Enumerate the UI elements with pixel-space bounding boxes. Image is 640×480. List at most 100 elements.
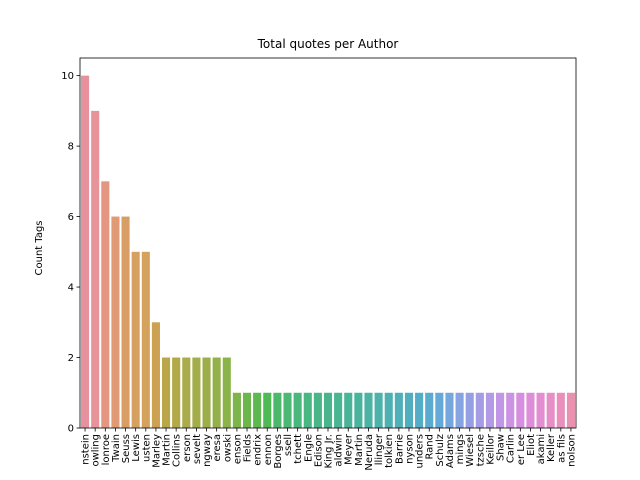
bar (425, 392, 434, 428)
x-tick-label: Engle (303, 434, 314, 462)
x-tick-label: ngway (202, 434, 213, 467)
chart-title: Total quotes per Author (257, 37, 399, 51)
y-tick-label: 4 (68, 283, 74, 294)
bar (273, 392, 282, 428)
x-tick-label: nstein (81, 434, 92, 465)
x-tick-label: as fils (556, 434, 567, 463)
x-tick-label: owling (91, 434, 102, 467)
x-tick-label: eresa (212, 434, 223, 462)
bar (172, 357, 181, 428)
y-tick-label: 2 (68, 353, 74, 364)
x-tick-label: Schulz (435, 434, 446, 467)
bar (536, 392, 545, 428)
bar (475, 392, 484, 428)
x-tick-label: owski (222, 434, 233, 462)
x-tick-label: ennon (263, 434, 274, 465)
bar (435, 392, 444, 428)
bar (212, 357, 221, 428)
bar (253, 392, 262, 428)
bar (455, 392, 464, 428)
bar (384, 392, 393, 428)
y-axis: 0 2 4 6 8 10 (61, 71, 80, 435)
x-tick-label: sevelt (192, 434, 203, 464)
bar (506, 392, 515, 428)
bar (374, 392, 383, 428)
x-tick-label: tzsche (475, 434, 486, 466)
bar (192, 357, 201, 428)
x-tick-label: Lewis (131, 434, 142, 462)
bar (263, 392, 272, 428)
x-tick-label: Barrie (394, 434, 405, 464)
x-tick-label: Shaw (496, 434, 507, 461)
x-tick-label: usten (141, 434, 152, 462)
x-tick-label: nyson (404, 434, 415, 464)
bar (81, 75, 90, 429)
x-tick-label: ssell (283, 434, 294, 456)
x-tick-label: Keillor (485, 433, 496, 465)
x-tick-label: lonroe (101, 434, 112, 465)
bar (293, 392, 302, 428)
x-tick-label: King Jr. (324, 434, 335, 469)
bar (566, 392, 575, 428)
bar (232, 392, 241, 428)
bar (151, 322, 160, 428)
bar (354, 392, 363, 428)
bar (394, 392, 403, 428)
bar (313, 392, 322, 428)
x-tick-label: endrix (253, 434, 264, 466)
plot-frame (79, 57, 577, 429)
bar (242, 392, 252, 428)
bar (404, 392, 414, 428)
x-tick-label: Eliot (526, 434, 537, 456)
bar (131, 251, 140, 428)
bar (303, 392, 312, 428)
bar (415, 392, 424, 428)
x-tick-label: Borges (273, 434, 284, 469)
x-tick-label: Meyer (344, 433, 355, 465)
x-tick-label: Wiesel (465, 434, 476, 467)
x-tick-label: er Lee (516, 434, 527, 465)
x-tick-label: Keller (546, 433, 557, 462)
x-tick-label: Twain (111, 434, 122, 463)
bar (111, 216, 120, 428)
bar (141, 251, 150, 428)
bar (546, 392, 555, 428)
bar (496, 392, 505, 428)
bar (101, 181, 110, 428)
x-tick-label: Neruda (364, 434, 375, 471)
x-tick-label: Fields (243, 434, 254, 462)
bar (556, 392, 565, 428)
x-tick-label: Marley (151, 434, 162, 468)
bar (364, 392, 373, 428)
x-tick-label: Seuss (121, 434, 132, 463)
y-tick-label: 10 (61, 71, 74, 82)
bar (485, 392, 495, 428)
bar (344, 392, 353, 428)
bar (222, 357, 231, 428)
x-tick-label: tolkien (384, 434, 395, 468)
x-tick-label: Carlin (506, 434, 517, 463)
bar (323, 392, 333, 428)
x-tick-label: mings (455, 434, 466, 464)
bar (202, 357, 211, 428)
x-tick-label: akami (536, 434, 547, 464)
x-tick-label: nolson (566, 434, 577, 467)
bar (161, 357, 171, 428)
y-tick-label: 8 (68, 142, 74, 153)
x-tick-label: Rand (425, 434, 436, 460)
y-tick-label: 6 (68, 212, 74, 223)
x-tick-label: Adams (445, 434, 456, 468)
y-tick-label: 0 (68, 424, 74, 435)
y-axis-label: Count Tags (34, 220, 45, 275)
bars-group (81, 75, 575, 429)
bar (121, 216, 130, 428)
bar (516, 392, 525, 428)
x-tick-label: Martin (162, 434, 173, 466)
x-tick-label: aldwin (334, 434, 345, 467)
bar (445, 392, 454, 428)
bar (526, 392, 535, 428)
bar (283, 392, 292, 428)
bar (91, 110, 100, 429)
x-tick-label: Martin (354, 434, 365, 466)
